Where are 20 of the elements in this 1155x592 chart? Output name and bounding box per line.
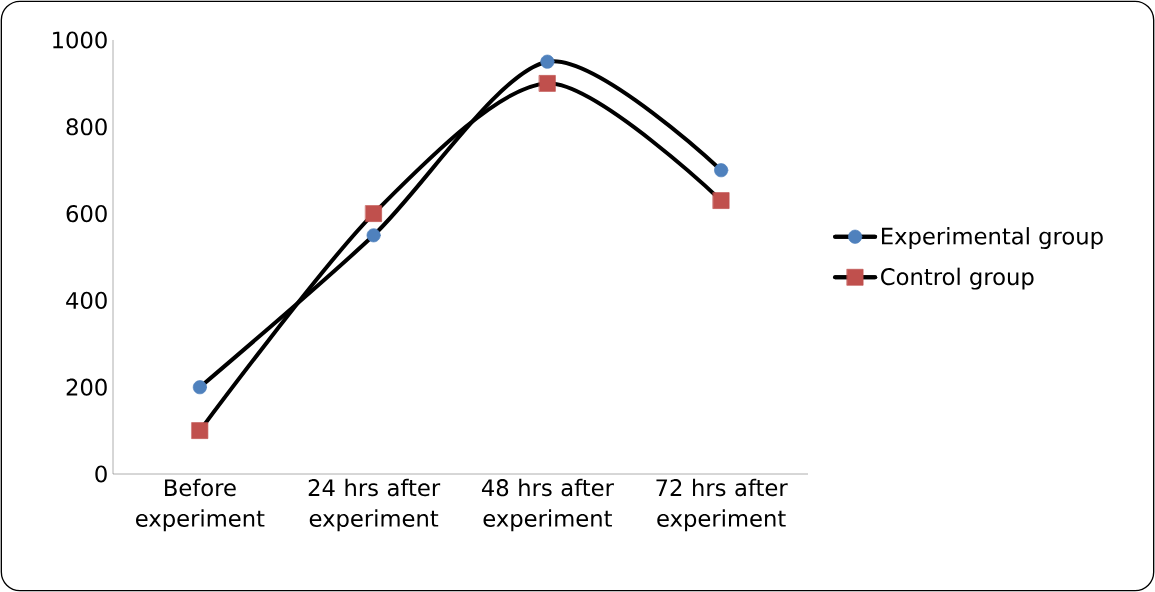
point (712, 192, 730, 209)
y-tick-label: 400 (66, 291, 107, 309)
y-tick-label: 600 (66, 205, 107, 223)
y-tick-label: 800 (66, 118, 107, 136)
y-tick-label: 0 (95, 465, 107, 483)
x-tick-label: 24 hrs after experiment (308, 478, 441, 532)
point (540, 54, 555, 69)
x-tick-label: Before experiment (136, 478, 265, 532)
point (539, 75, 556, 92)
legend-label: Control group (881, 267, 1034, 290)
point (714, 163, 729, 178)
point (365, 205, 382, 222)
point (366, 228, 381, 243)
x-tick-label: 72 hrs after experiment (656, 478, 788, 532)
point (192, 380, 207, 395)
legend-label: Experimental group (882, 227, 1103, 250)
point (191, 422, 209, 439)
y-tick-label: 200 (66, 378, 107, 396)
y-tick-label: 1000 (53, 31, 107, 49)
x-tick-label: 48 hrs after experiment (481, 478, 614, 532)
